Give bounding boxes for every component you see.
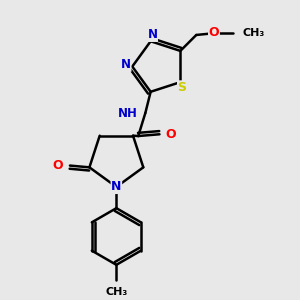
Text: S: S [178, 81, 187, 94]
Text: N: N [121, 58, 131, 71]
Text: NH: NH [118, 107, 137, 120]
Text: O: O [166, 128, 176, 141]
Text: N: N [111, 180, 122, 194]
Text: N: N [147, 28, 158, 41]
Text: O: O [52, 159, 63, 172]
Text: CH₃: CH₃ [242, 28, 265, 38]
Text: O: O [209, 26, 219, 39]
Text: CH₃: CH₃ [105, 287, 128, 298]
